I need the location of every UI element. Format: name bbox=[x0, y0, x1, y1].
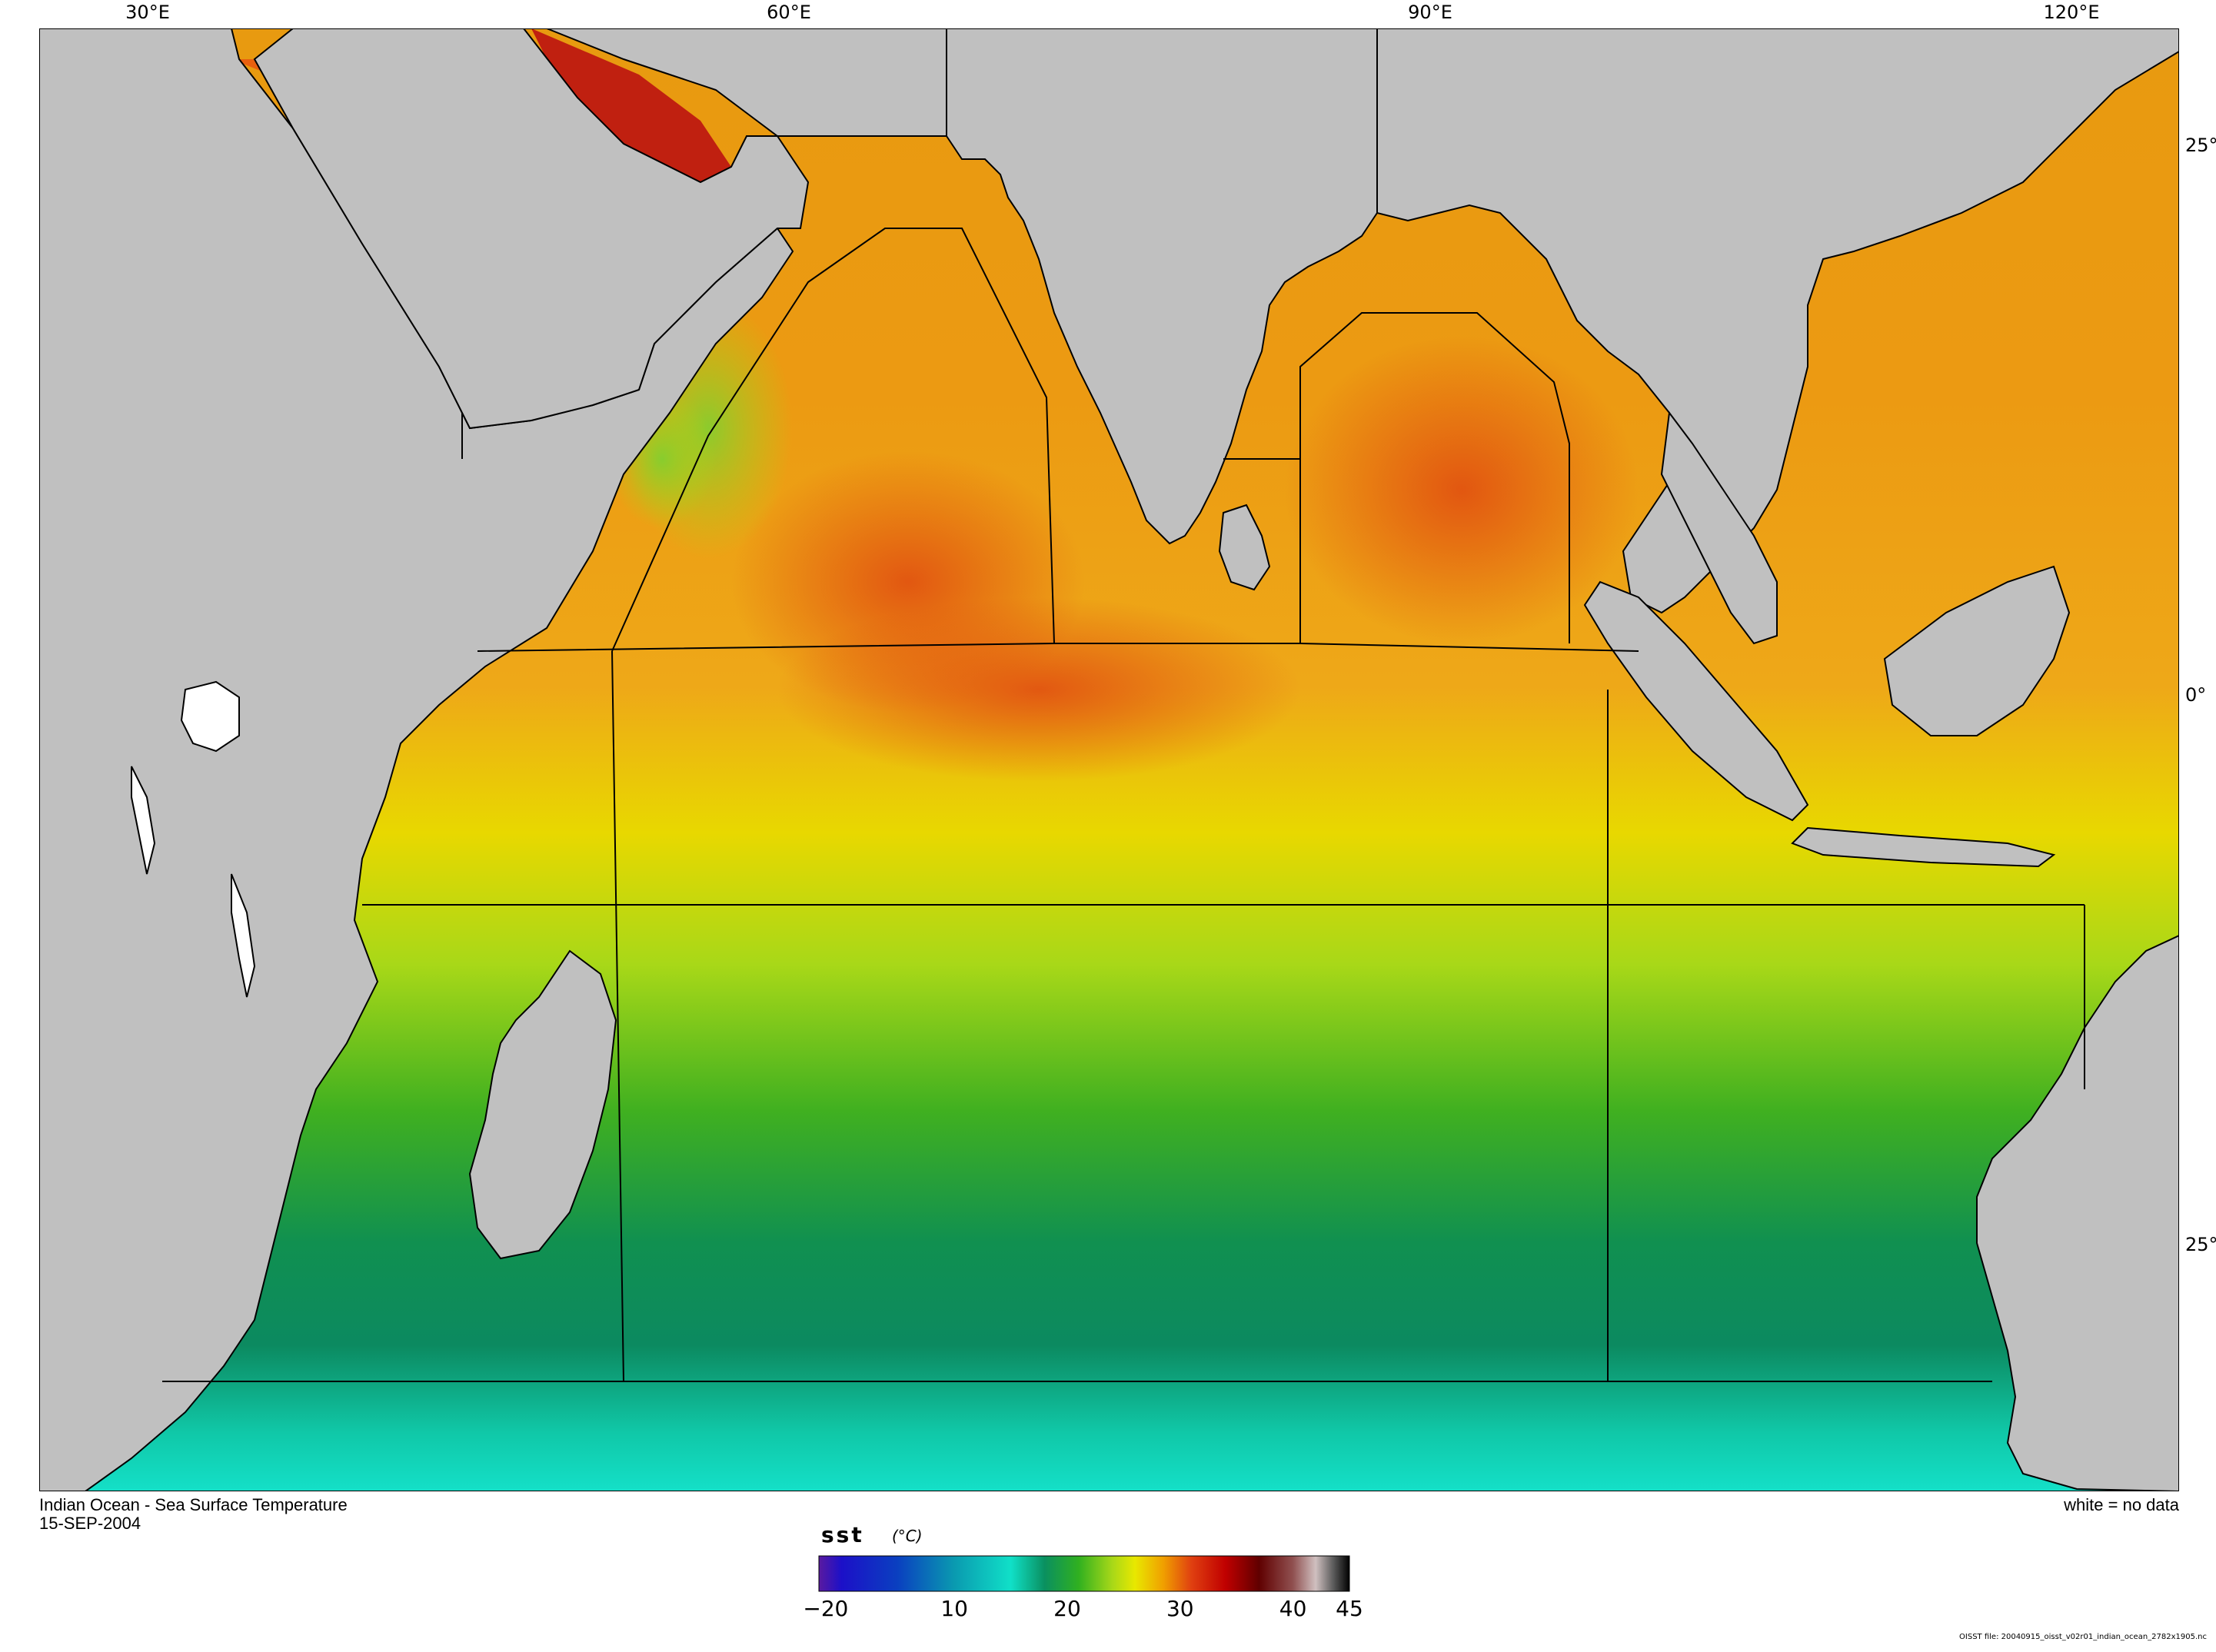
sst-map bbox=[39, 28, 2179, 1491]
lon-label-90e: 90°E bbox=[1408, 2, 1452, 23]
lat-label-25n: 25° bbox=[2185, 135, 2216, 156]
land-java bbox=[1791, 826, 2056, 868]
lake-tanganyika bbox=[131, 766, 156, 875]
map-date: 15-SEP-2004 bbox=[39, 1514, 141, 1533]
boundary-arabian-sea bbox=[611, 228, 1055, 652]
colorbar-tick-label: 20 bbox=[1053, 1596, 1081, 1621]
equatorial-warm-patch bbox=[777, 597, 1300, 782]
land-sumatra bbox=[1583, 580, 1809, 822]
file-note: OISST file: 20040915_oisst_v02r01_indian… bbox=[1959, 1633, 2207, 1641]
boundary-bay-of-bengal bbox=[1299, 312, 1570, 643]
lon-label-60e: 60°E bbox=[767, 2, 811, 23]
colorbar-tick-label: 45 bbox=[1336, 1596, 1363, 1621]
land-australia bbox=[1976, 934, 2179, 1491]
colorbar-tick-label: 40 bbox=[1279, 1596, 1307, 1621]
lake-victoria bbox=[180, 680, 240, 753]
lat-label-25s: 25° bbox=[2185, 1234, 2216, 1255]
boundary-west-vertical bbox=[611, 650, 624, 1382]
map-title: Indian Ocean - Sea Surface Temperature bbox=[39, 1495, 348, 1514]
land-arabia bbox=[253, 28, 810, 430]
land-masses bbox=[39, 28, 2179, 1491]
no-data-areas bbox=[131, 680, 256, 998]
land-sri-lanka bbox=[1218, 504, 1271, 591]
bay-of-bengal-warm-patch bbox=[1285, 336, 1639, 643]
colorbar-variable: sst bbox=[821, 1522, 864, 1547]
colorbar-tick-label: 10 bbox=[940, 1596, 968, 1621]
land-borneo bbox=[1883, 565, 2071, 736]
no-data-note: white = no data bbox=[2064, 1495, 2179, 1514]
land-malay-peninsula bbox=[1660, 411, 1778, 645]
boundary-equatorial-north bbox=[477, 643, 1639, 652]
land-india bbox=[946, 28, 1378, 545]
land-southeast-asia bbox=[1376, 28, 2179, 614]
land-madagascar bbox=[468, 949, 617, 1260]
persian-gulf bbox=[531, 28, 731, 198]
colorbar-units: (°C) bbox=[892, 1527, 923, 1545]
colorbar-tick-label: −2 bbox=[803, 1596, 834, 1621]
colorbar-gradient bbox=[818, 1555, 1350, 1592]
colorbar-tick-label: 0 bbox=[834, 1596, 848, 1621]
colorbar-tick-label: 30 bbox=[1166, 1596, 1194, 1621]
lake-malawi bbox=[231, 873, 256, 998]
lon-label-120e: 120°E bbox=[2043, 2, 2100, 23]
lon-label-30e: 30°E bbox=[125, 2, 170, 23]
lat-label-equator: 0° bbox=[2185, 684, 2207, 706]
region-boundaries bbox=[162, 228, 2085, 1382]
